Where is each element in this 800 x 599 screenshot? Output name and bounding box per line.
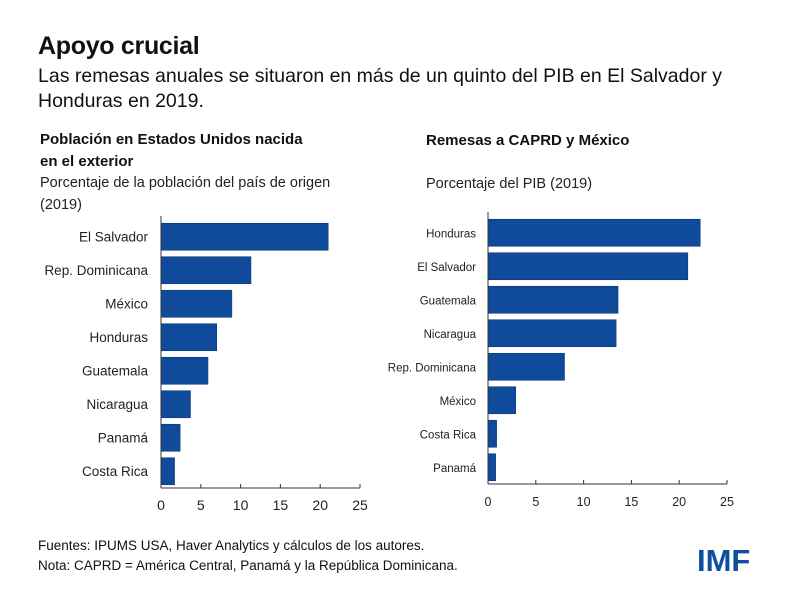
right-bar-chart: Honduras El Salvador Guatemala Nicaragua Rep…: [388, 212, 734, 509]
right-x-tick-label: 0: [485, 495, 492, 509]
footer: Fuentes: IPUMS USA, Haver Analytics y cá…: [38, 536, 458, 576]
left-bar-0: [160, 222, 329, 251]
left-bar-2: [160, 289, 233, 318]
right-bar-3: [487, 319, 617, 348]
right-bar-0: [487, 218, 701, 247]
right-bar-5: [487, 386, 517, 415]
left-category-label: Panamá: [98, 430, 149, 445]
right-category-label: Honduras: [426, 228, 476, 240]
left-chart-subtitle: Porcentaje de la población del país de o…: [40, 172, 330, 216]
left-x-tick-label: 15: [273, 497, 289, 513]
page-subtitle: Las remesas anuales se situaron en más d…: [38, 65, 722, 112]
left-bar-6: [160, 423, 181, 452]
left-bar-4: [160, 356, 209, 385]
left-bar-chart: El Salvador Rep. Dominicana México Honduras…: [44, 216, 368, 513]
right-category-label: Costa Rica: [420, 429, 477, 441]
page-title: Apoyo crucial: [38, 32, 200, 60]
footer-note: Nota: CAPRD = América Central, Panamá y …: [38, 558, 458, 573]
left-category-label: México: [105, 296, 148, 311]
imf-logo: IMF: [697, 543, 751, 578]
left-x-tick-label: 5: [197, 497, 205, 513]
left-category-label: Costa Rica: [82, 464, 149, 479]
left-chart-subtitle-line-1: Porcentaje de la población del país de o…: [40, 175, 331, 191]
left-bar-5: [160, 390, 191, 419]
left-x-tick-label: 0: [157, 497, 165, 513]
left-x-tick-label: 10: [233, 497, 249, 513]
left-bar-7: [160, 457, 175, 486]
right-chart-title: Remesas a CAPRD y México: [426, 130, 629, 152]
right-x-tick-label: 20: [672, 495, 686, 509]
right-category-label: Guatemala: [420, 295, 477, 307]
right-x-tick-label: 10: [577, 495, 591, 509]
right-bar-2: [487, 285, 619, 314]
right-chart-subtitle: Porcentaje del PIB (2019): [426, 173, 592, 195]
footer-sources: Fuentes: IPUMS USA, Haver Analytics y cá…: [38, 538, 425, 553]
right-bar-6: [487, 419, 497, 448]
left-category-label: Honduras: [89, 330, 148, 345]
right-category-label: Nicaragua: [424, 329, 477, 341]
left-category-label: Rep. Dominicana: [44, 263, 148, 278]
right-bar-4: [487, 352, 565, 381]
right-chart-title-line-1: Remesas a CAPRD y México: [426, 132, 630, 149]
left-category-label: Nicaragua: [86, 397, 148, 412]
right-category-label: El Salvador: [417, 262, 476, 274]
right-x-tick-label: 25: [720, 495, 734, 509]
left-category-label: Guatemala: [82, 363, 149, 378]
right-category-label: Rep. Dominicana: [388, 362, 477, 374]
left-chart-title-line-2: en el exterior: [40, 153, 134, 170]
right-category-label: México: [440, 396, 476, 408]
left-x-tick-label: 25: [352, 497, 368, 513]
left-category-label: El Salvador: [79, 229, 149, 244]
right-x-tick-label: 15: [624, 495, 638, 509]
left-chart-subtitle-line-2: (2019): [40, 197, 82, 213]
right-bar-7: [487, 453, 496, 482]
right-x-tick-label: 5: [532, 495, 539, 509]
right-category-label: Panamá: [433, 463, 476, 475]
left-bar-1: [160, 256, 252, 285]
left-chart-title: Población en Estados Unidos nacida en el…: [40, 129, 303, 173]
right-chart-subtitle-line-1: Porcentaje del PIB (2019): [426, 176, 593, 192]
left-x-tick-label: 20: [312, 497, 328, 513]
left-bar-3: [160, 323, 218, 352]
left-chart-title-line-1: Población en Estados Unidos nacida: [40, 131, 303, 148]
right-bar-1: [487, 252, 689, 281]
